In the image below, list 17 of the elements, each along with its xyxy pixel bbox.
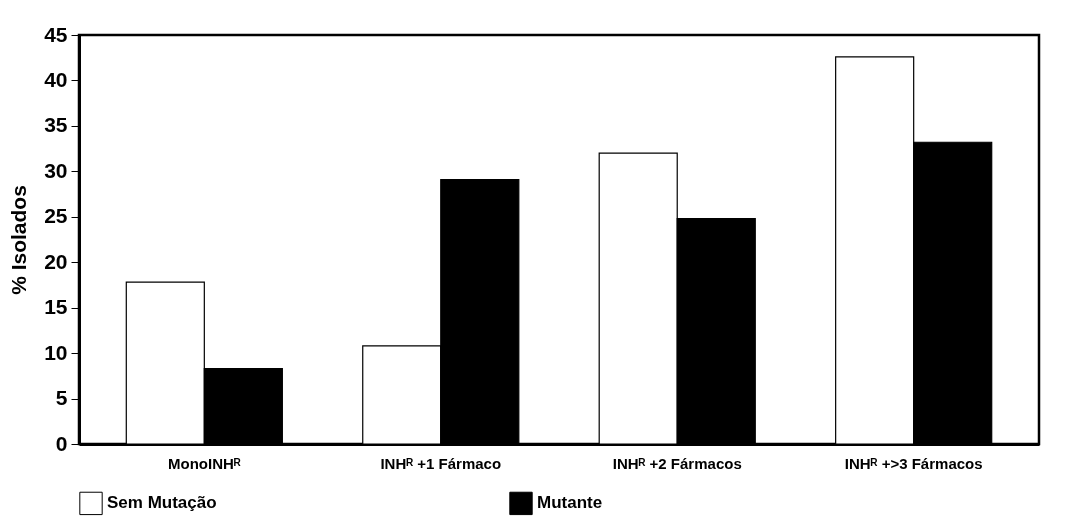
y-tick-label: 25 bbox=[44, 204, 68, 228]
x-tick-label: INHᴿ +1 Fármaco bbox=[380, 454, 502, 472]
y-tick-label: 45 bbox=[44, 22, 68, 46]
y-tick-label: 30 bbox=[44, 158, 68, 182]
x-tick-label: INHᴿ +2 Fármacos bbox=[612, 454, 742, 472]
y-tick-label: 0 bbox=[55, 431, 68, 455]
x-tick-label: MonoINHᴿ bbox=[167, 454, 241, 472]
y-tick-label: 10 bbox=[44, 340, 68, 364]
x-tick-label: INHᴿ +>3 Fármacos bbox=[844, 454, 983, 472]
legend-label: Mutante bbox=[537, 493, 603, 513]
y-tick-label: 40 bbox=[44, 67, 68, 91]
y-tick-label: 15 bbox=[44, 295, 68, 319]
y-tick-label: 35 bbox=[44, 113, 68, 137]
y-tick-label: 20 bbox=[44, 249, 68, 273]
legend-label: Sem Mutação bbox=[107, 493, 217, 513]
y-tick-label: 5 bbox=[55, 386, 68, 410]
y-axis-title: % Isolados bbox=[7, 185, 31, 295]
